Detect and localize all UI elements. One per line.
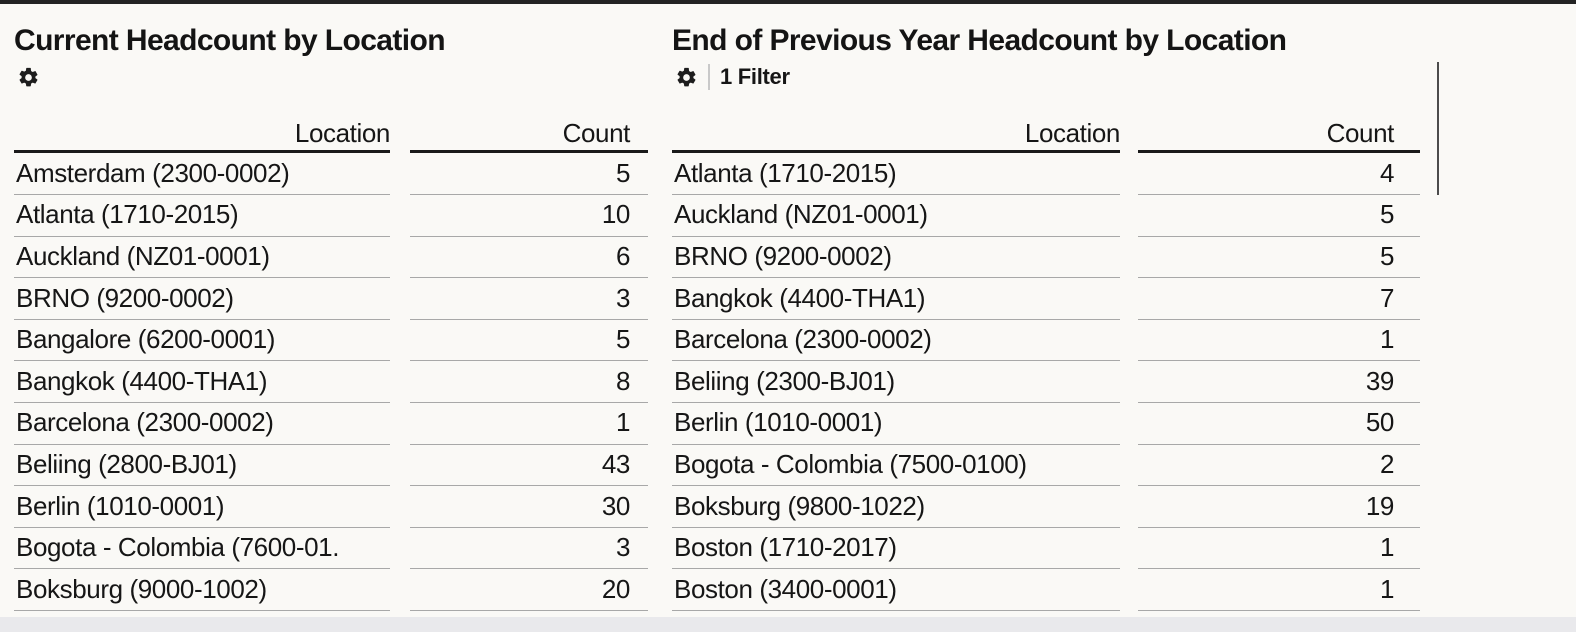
headcount-panel-current: Current Headcount by Location Location C… — [14, 6, 648, 612]
row-count: 10 — [410, 194, 648, 237]
row-count: 43 — [410, 444, 648, 487]
row-count: 7 — [1138, 277, 1420, 320]
gear-icon[interactable] — [14, 63, 42, 91]
row-count: 1 — [1138, 527, 1420, 570]
table-row: Berlin (1010-0001) 50 — [672, 403, 1420, 445]
table-row: Bangkok (4400-THA1) 7 — [672, 278, 1420, 320]
row-location: BRNO (9200-0002) — [672, 236, 1120, 279]
row-location: Beliing (2300-BJ01) — [672, 360, 1120, 404]
table-row: Auckland (NZ01-0001) 6 — [14, 236, 648, 279]
row-location: Boksburg (9800-1022) — [672, 485, 1120, 528]
row-location: Auckland (NZ01-0001) — [14, 236, 390, 279]
table-row: Atlanta (1710-2015) 10 — [14, 195, 648, 237]
row-location: Atlanta (1710-2015) — [14, 194, 390, 237]
row-count: 5 — [1138, 194, 1420, 237]
table-row: Barcelona (2300-0002) 1 — [14, 403, 648, 445]
row-count: 1 — [1138, 568, 1420, 612]
toolbar-divider — [708, 64, 710, 90]
table-row: Atlanta (1710-2015) 4 — [672, 153, 1420, 196]
row-count: 5 — [1138, 236, 1420, 279]
table-row: Berlin (1010-0001) 30 — [14, 486, 648, 528]
panel-toolbar: 1 Filter — [672, 62, 1420, 92]
row-location: Boksburg (9000-1002) — [14, 568, 390, 612]
row-count: 2 — [1138, 444, 1420, 487]
row-count: 3 — [410, 277, 648, 320]
headcount-table-previous-year: Location Count Atlanta (1710-2015) 4 Auc… — [672, 118, 1420, 612]
page-title: Current Headcount by Location — [14, 24, 446, 57]
table-body: Atlanta (1710-2015) 4 Auckland (NZ01-000… — [672, 153, 1420, 612]
panel-toolbar — [14, 62, 648, 92]
row-count: 3 — [410, 527, 648, 570]
row-location: Boston (3400-0001) — [672, 568, 1120, 612]
filter-button[interactable]: 1 Filter — [720, 64, 790, 89]
table-row: BRNO (9200-0002) 5 — [672, 236, 1420, 279]
bottom-edge-band — [0, 617, 1576, 632]
table-header-row: Location Count — [14, 118, 648, 153]
row-location: Bangkok (4400-THA1) — [14, 360, 390, 404]
table-row: Barcelona (2300-0002) 1 — [672, 319, 1420, 362]
row-location: Bangalore (6200-0001) — [14, 319, 390, 362]
table-row: BRNO (9200-0002) 3 — [14, 278, 648, 320]
row-count: 39 — [1138, 360, 1420, 404]
table-row: Boksburg (9800-1022) 19 — [672, 486, 1420, 528]
row-count: 50 — [1138, 402, 1420, 445]
row-count: 8 — [410, 360, 648, 404]
headcount-panel-previous-year: End of Previous Year Headcount by Locati… — [672, 6, 1420, 612]
table-row: Beliing (2800-BJ01) 43 — [14, 444, 648, 487]
headcount-table-current: Location Count Amsterdam (2300-0002) 5 A… — [14, 118, 648, 612]
row-count: 19 — [1138, 485, 1420, 528]
table-row: Boston (1710-2017) 1 — [672, 527, 1420, 570]
table-row: Bangalore (6200-0001) 5 — [14, 319, 648, 362]
row-location: Boston (1710-2017) — [672, 527, 1120, 570]
row-count: 30 — [410, 485, 648, 528]
top-edge-bar — [0, 0, 1576, 4]
row-location: Bangkok (4400-THA1) — [672, 277, 1120, 320]
row-count: 5 — [410, 153, 648, 196]
table-row: Amsterdam (2300-0002) 5 — [14, 153, 648, 196]
row-location: Bogota - Colombia (7500-0100) — [672, 444, 1120, 487]
row-count: 1 — [410, 402, 648, 445]
table-header-row: Location Count — [672, 118, 1420, 153]
row-count: 5 — [410, 319, 648, 362]
row-location: Atlanta (1710-2015) — [672, 153, 1120, 196]
table-row: Bogota - Colombia (7600-01. 3 — [14, 527, 648, 570]
row-location: Beliing (2800-BJ01) — [14, 444, 390, 487]
row-location: Berlin (1010-0001) — [672, 402, 1120, 445]
table-body: Amsterdam (2300-0002) 5 Atlanta (1710-20… — [14, 153, 648, 612]
row-location: Amsterdam (2300-0002) — [14, 153, 390, 196]
column-header-count[interactable]: Count — [410, 118, 648, 153]
gear-icon[interactable] — [672, 63, 700, 91]
row-count: 4 — [1138, 153, 1420, 196]
row-location: Berlin (1010-0001) — [14, 485, 390, 528]
table-row: Bangkok (4400-THA1) 8 — [14, 360, 648, 404]
row-count: 1 — [1138, 319, 1420, 362]
row-count: 20 — [410, 568, 648, 612]
row-location: Barcelona (2300-0002) — [14, 402, 390, 445]
table-row: Bogota - Colombia (7500-0100) 2 — [672, 444, 1420, 487]
vertical-scrollbar-thumb[interactable] — [1437, 62, 1439, 195]
column-header-count[interactable]: Count — [1138, 118, 1420, 153]
row-location: Barcelona (2300-0002) — [672, 319, 1120, 362]
table-row: Boksburg (9000-1002) 20 — [14, 568, 648, 612]
column-header-location[interactable]: Location — [14, 118, 390, 153]
row-count: 6 — [410, 236, 648, 279]
table-row: Auckland (NZ01-0001) 5 — [672, 195, 1420, 237]
table-row: Boston (3400-0001) 1 — [672, 568, 1420, 612]
column-header-location[interactable]: Location — [672, 118, 1120, 153]
row-location: Bogota - Colombia (7600-01. — [14, 527, 390, 570]
row-location: Auckland (NZ01-0001) — [672, 194, 1120, 237]
table-row: Beliing (2300-BJ01) 39 — [672, 360, 1420, 404]
page-title: End of Previous Year Headcount by Locati… — [672, 24, 1287, 57]
row-location: BRNO (9200-0002) — [14, 277, 390, 320]
